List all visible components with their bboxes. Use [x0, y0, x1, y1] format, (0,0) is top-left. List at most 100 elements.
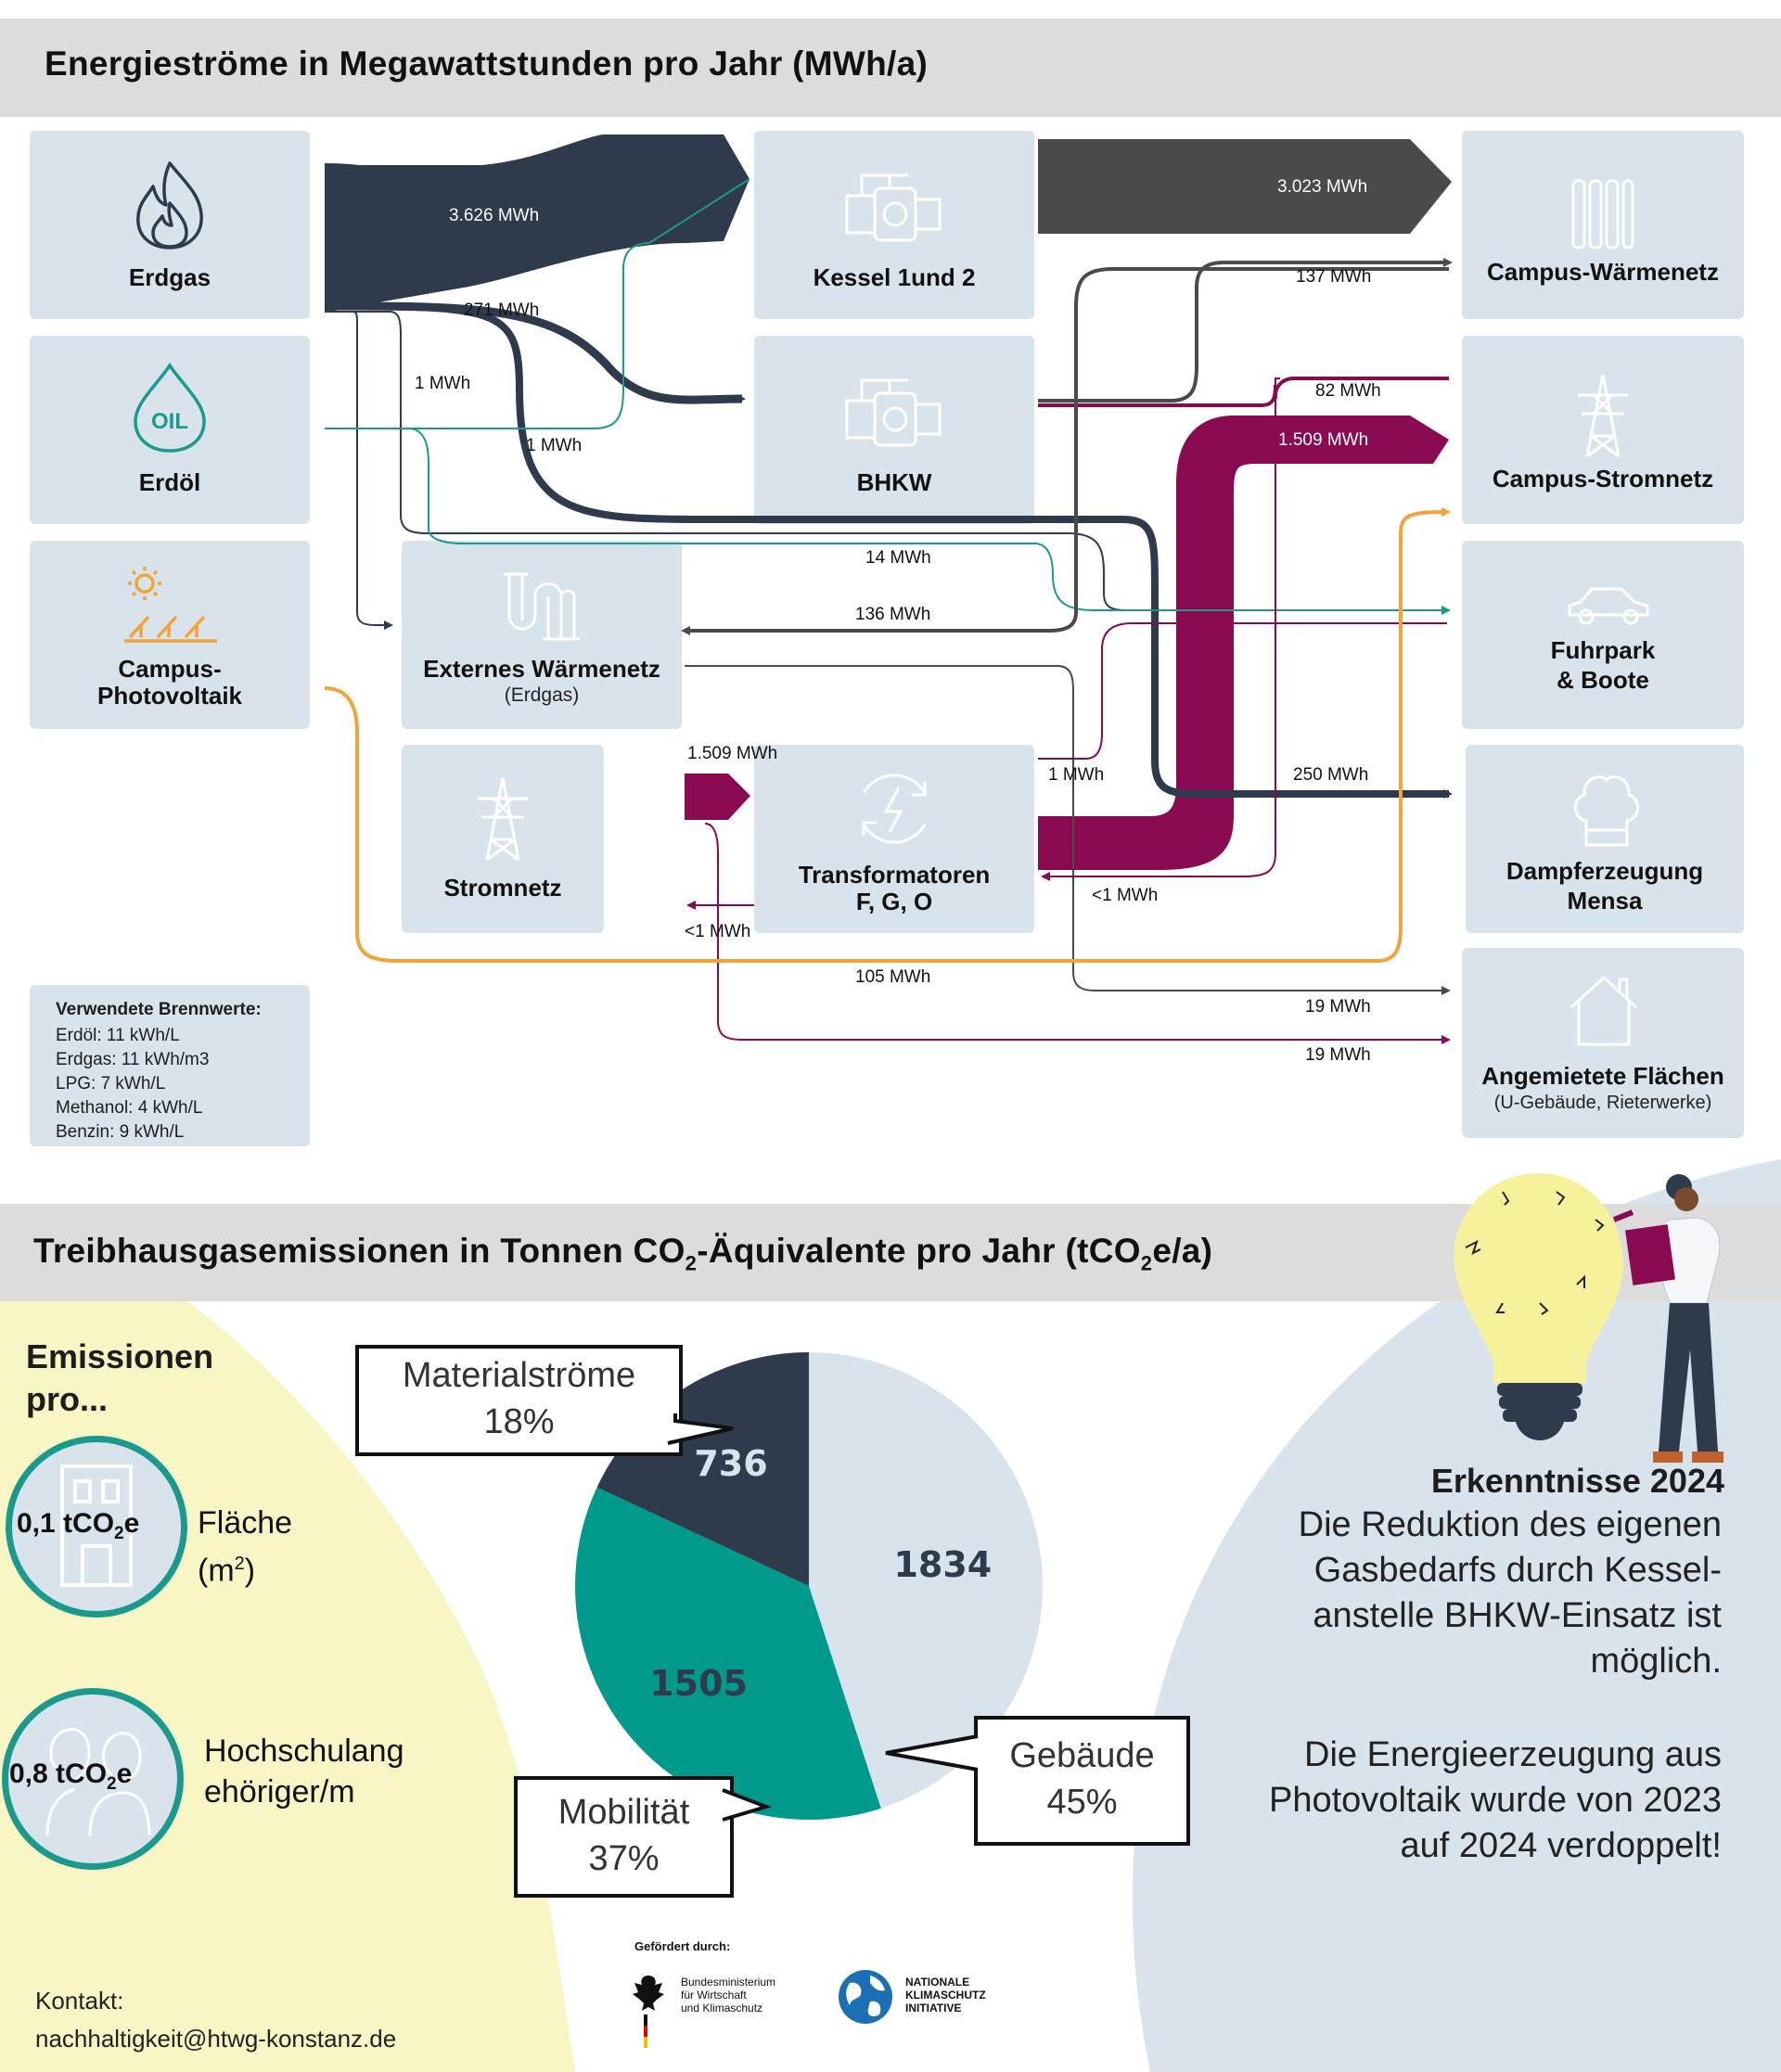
solar-panel-icon	[124, 567, 217, 643]
converter-stromnetz-label: Stromnetz	[443, 874, 562, 902]
insights-title: Erkenntnisse 2024	[1430, 1462, 1724, 1500]
globe-icon	[839, 1970, 892, 2024]
nki-label: NATIONALE KLIMASCHUTZ INITIATIVE	[905, 1976, 986, 2014]
car-icon	[1568, 587, 1649, 625]
converter-bhkw-label: BHKW	[856, 468, 932, 496]
sink-waermenetz: Campus-Wärmenetz	[1462, 131, 1744, 319]
building-icon	[60, 1464, 133, 1587]
sink-dampf: Dampferzeugung Mensa	[1466, 745, 1744, 933]
sink-dampf-label-1: Dampferzeugung	[1506, 857, 1704, 885]
fuel-values-legend: Verwendete Brennwerte: Erdöl: 11 kWh/L E…	[30, 985, 310, 1146]
energy-header-band	[0, 19, 1781, 117]
source-pv-label-2: Photovoltaik	[96, 682, 242, 710]
flow-oil-fuhrpark	[325, 428, 1451, 615]
source-pv: Campus- Photovoltaik	[30, 541, 310, 729]
label-dampf: 250 MWh	[1293, 765, 1369, 785]
pie-slice-mobilitaet	[574, 1487, 881, 1820]
svg-text:OIL: OIL	[151, 409, 188, 434]
radiator-icon	[1571, 179, 1634, 249]
legend-item: Methanol: 4 kWh/L	[56, 1098, 203, 1118]
insights-paragraph-2: Die Energieerzeugung aus Photovoltaik wu…	[1269, 1735, 1722, 1865]
source-pv-label-1: Campus-	[118, 655, 222, 683]
people-icon	[45, 1728, 151, 1836]
callout-gebaeude: Gebäude 45%	[974, 1716, 1190, 1846]
legend-item: Erdgas: 11 kWh/m3	[56, 1050, 210, 1069]
flow-erdgas-kessel	[325, 134, 750, 312]
per-area-value: 0,1 tCO2e	[17, 1508, 140, 1543]
label-erdgas-kessel: 3.626 MWh	[449, 206, 540, 225]
chef-hat-icon	[1574, 775, 1639, 847]
pie-value-materialstroeme: 736	[694, 1443, 767, 1484]
sink-fuhrpark-label-1: Fuhrpark	[1550, 636, 1656, 664]
source-erdgas-label: Erdgas	[128, 263, 211, 291]
label-fuhrpark: 14 MWh	[865, 548, 931, 568]
flow-oil	[325, 178, 750, 429]
source-erdoel-label: Erdöl	[138, 468, 201, 496]
flame-icon	[136, 161, 203, 249]
legend-item: LPG: 7 kWh/L	[56, 1074, 166, 1094]
callout-mobilitaet: Mobilität 37%	[514, 1776, 734, 1898]
pipe-icon	[504, 572, 580, 641]
energy-flows	[324, 134, 1453, 1044]
label-bhkw-strom: 82 MWh	[1315, 381, 1381, 401]
contact-label: Kontakt:	[35, 1987, 124, 2014]
contact-email[interactable]: nachhaltigkeit@htwg-konstanz.de	[35, 2025, 397, 2053]
converter-trafo-label-2: F, G, O	[855, 888, 933, 915]
label-flaechen-2: 19 MWh	[1305, 1045, 1371, 1065]
pie-value-gebaeude: 1834	[893, 1544, 992, 1585]
converter-extern-sub: (Erdgas)	[504, 684, 580, 706]
flow-trafo-strom-band	[1038, 416, 1449, 864]
transformer-icon	[862, 774, 927, 844]
per-person-value: 0,8 tCO2e	[9, 1759, 133, 1794]
house-icon	[1570, 975, 1638, 1046]
flow-pv	[324, 507, 1451, 963]
label-flaechen-1: 19 MWh	[1305, 997, 1371, 1017]
per-person-circle	[2, 1688, 184, 1870]
sink-flaechen-sub: (U-Gebäude, Rieterwerke)	[1493, 1093, 1712, 1113]
funded-by-label: Gefördert durch:	[634, 1939, 731, 1953]
callout-mobilitaet-label: Mobilität	[557, 1793, 690, 1832]
converter-bhkw: BHKW	[754, 336, 1034, 524]
flow-extern-back	[681, 267, 1449, 635]
flow-strom-in	[685, 774, 750, 820]
insights-paragraph-1: Die Reduktion des eigenen Gasbedarfs dur…	[1298, 1505, 1722, 1681]
callout-materialstroeme-label: Materialströme	[402, 1356, 636, 1395]
sink-stromnetz-label: Campus-Stromnetz	[1492, 465, 1714, 492]
per-area-circle	[6, 1436, 187, 1618]
bmwk-label: Bundesministerium für Wirtschaft und Kli…	[681, 1976, 776, 2014]
power-pylon-icon	[1578, 374, 1628, 458]
label-strom-in: 1.509 MWh	[687, 744, 778, 763]
converter-extern-label: Externes Wärmenetz	[423, 655, 660, 683]
label-pv: 105 MWh	[855, 967, 931, 987]
legend-item: Benzin: 9 kWh/L	[56, 1122, 185, 1142]
flow-kessel-waerme	[1038, 139, 1452, 234]
source-erdgas: Erdgas	[30, 131, 310, 319]
callout-mobilitaet-percent: 37%	[588, 1839, 660, 1878]
label-strom-back: <1 MWh	[685, 922, 751, 941]
converter-stromnetz: Stromnetz	[402, 745, 604, 933]
sink-fuhrpark-label-2: & Boote	[1557, 666, 1649, 694]
label-trafo-strom: 1.509 MWh	[1278, 430, 1369, 450]
sink-flaechen-label: Angemietete Flächen	[1481, 1062, 1724, 1090]
label-kessel-waerme: 3.023 MWh	[1277, 177, 1368, 197]
label-erdoel-1: 1 MWh	[526, 436, 583, 455]
legend-title: Verwendete Brennwerte:	[56, 1000, 262, 1019]
energy-title: Energieströme in Megawattstunden pro Jah…	[45, 45, 929, 83]
converter-trafo-label-1: Transformatoren	[798, 861, 991, 889]
emissions-per-title: Emissionen pro...	[26, 1337, 214, 1418]
sink-waermenetz-label: Campus-Wärmenetz	[1487, 258, 1719, 286]
label-erdgas-extern: 1 MWh	[415, 374, 471, 393]
chp-unit-icon	[845, 378, 942, 447]
boiler-icon	[845, 173, 942, 242]
converter-extern: Externes Wärmenetz (Erdgas)	[402, 541, 682, 729]
label-erdgas-bhkw: 271 MWh	[464, 301, 540, 320]
sink-flaechen: Angemietete Flächen (U-Gebäude, Rieterwe…	[1462, 948, 1744, 1138]
flow-bhkw-waerme	[1038, 258, 1453, 403]
pie-slice-gebaeude	[809, 1352, 1044, 1809]
flow-gas-dampf	[339, 302, 1453, 799]
emissions-background	[0, 1159, 1781, 2072]
lightbulb-person-illustration	[1454, 1173, 1723, 1463]
converter-kessel: Kessel 1und 2	[754, 131, 1034, 319]
